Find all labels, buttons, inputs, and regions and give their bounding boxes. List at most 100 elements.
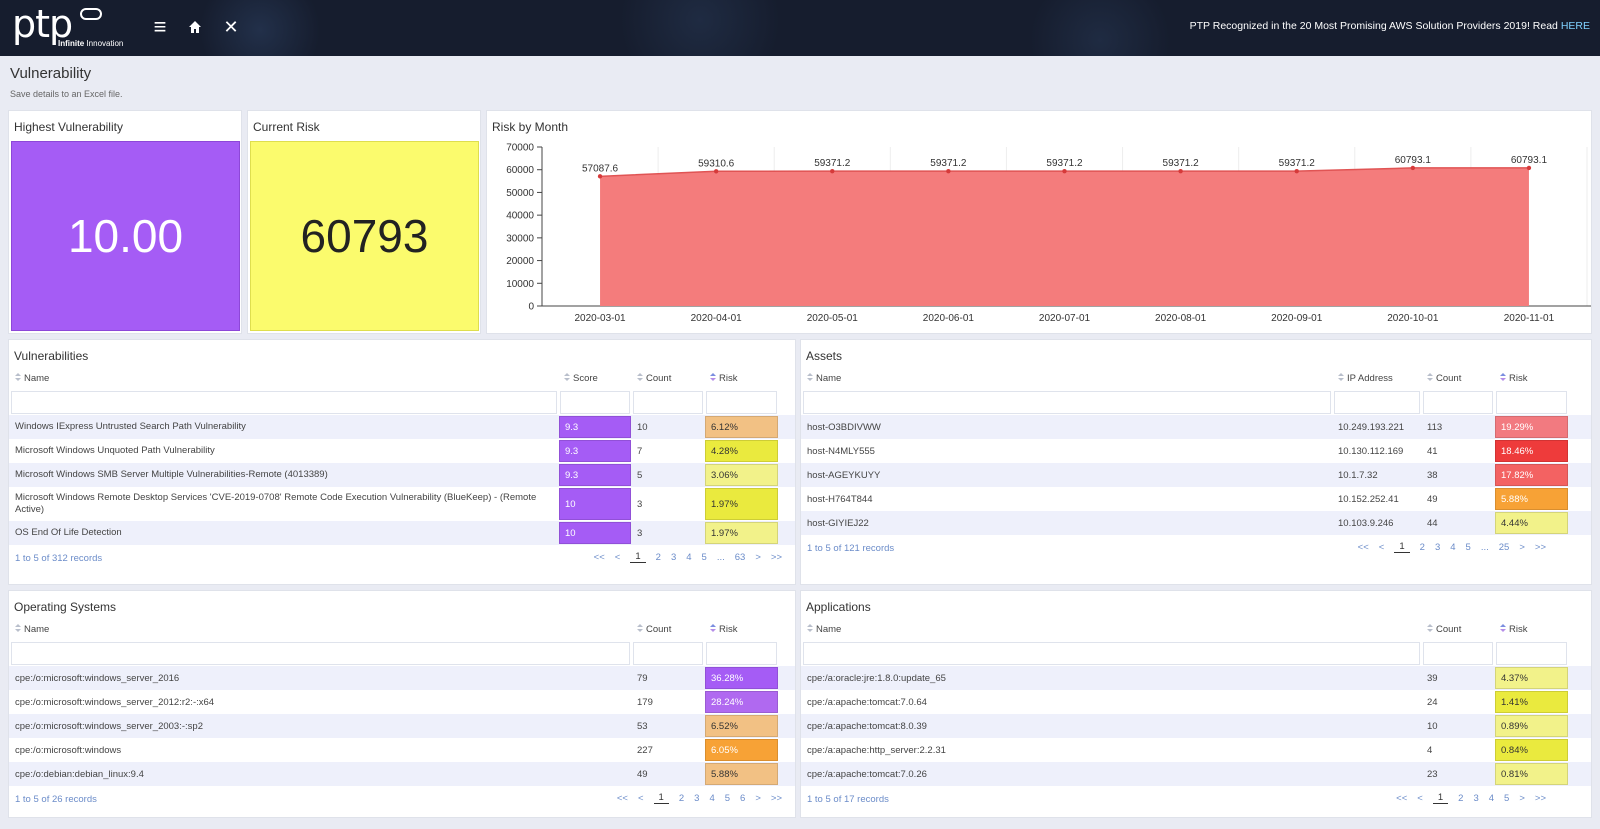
- table-row[interactable]: cpe:/a:apache:tomcat:7.0.64 24 1.41%: [801, 690, 1591, 714]
- cell-name: cpe:/o:debian:debian_linux:9.4: [15, 768, 144, 780]
- column-header-score[interactable]: Score: [564, 373, 598, 384]
- filter-input-count[interactable]: [1423, 391, 1493, 414]
- hamburger-menu-icon[interactable]: ≡: [153, 14, 167, 39]
- column-header-ip-address[interactable]: IP Address: [1338, 373, 1393, 384]
- pagination-item[interactable]: 2: [655, 551, 661, 563]
- pagination-item[interactable]: ...: [716, 551, 725, 563]
- pagination-item[interactable]: >: [755, 792, 761, 804]
- table-row[interactable]: cpe:/o:microsoft:windows_server_2003:-:s…: [9, 714, 795, 738]
- filter-input-risk[interactable]: [706, 391, 777, 414]
- pagination-item[interactable]: >>: [770, 551, 782, 563]
- pagination-item[interactable]: 4: [1450, 541, 1456, 553]
- column-header-count[interactable]: Count: [1427, 624, 1461, 635]
- filter-input-risk[interactable]: [1496, 391, 1567, 414]
- filter-input-score[interactable]: [560, 391, 630, 414]
- pagination-item[interactable]: <<: [1357, 541, 1369, 553]
- table-row[interactable]: host-GIYIEJ22 10.103.9.246 44 4.44%: [801, 511, 1591, 535]
- pagination-item[interactable]: 2: [678, 792, 685, 804]
- table-row[interactable]: host-AGEYKUYY 10.1.7.32 38 17.82%: [801, 463, 1591, 487]
- table-row[interactable]: cpe:/a:apache:tomcat:8.0.39 10 0.89%: [801, 714, 1591, 738]
- column-header-risk[interactable]: Risk: [710, 373, 737, 384]
- filter-input-count[interactable]: [1423, 642, 1493, 665]
- filter-input-name[interactable]: [11, 642, 630, 665]
- filter-input-count[interactable]: [633, 642, 703, 665]
- column-header-count[interactable]: Count: [637, 624, 671, 635]
- pagination-item[interactable]: <: [614, 551, 621, 563]
- pagination-item[interactable]: 63: [734, 551, 746, 563]
- pagination-item[interactable]: 1: [653, 792, 669, 804]
- filter-input-risk[interactable]: [706, 642, 777, 665]
- pagination-item[interactable]: >>: [1534, 541, 1546, 553]
- pagination-item[interactable]: <<: [616, 792, 628, 804]
- table-row[interactable]: cpe:/a:oracle:jre:1.8.0:update_65 39 4.37%: [801, 666, 1591, 690]
- column-header-name[interactable]: Name: [807, 624, 841, 635]
- pagination-item[interactable]: >: [1519, 792, 1525, 804]
- pagination-item[interactable]: ...: [1480, 541, 1489, 553]
- column-header-count[interactable]: Count: [637, 373, 671, 384]
- pagination-item[interactable]: 4: [709, 792, 715, 804]
- pagination-item[interactable]: <: [1417, 792, 1423, 804]
- pagination-item[interactable]: 1: [1432, 792, 1449, 804]
- column-header-label: Count: [1436, 624, 1462, 635]
- pagination-item[interactable]: >: [755, 551, 761, 563]
- close-icon[interactable]: ✕: [223, 17, 239, 37]
- column-header-risk[interactable]: Risk: [1500, 624, 1527, 635]
- pagination-item[interactable]: 3: [1473, 792, 1479, 804]
- column-header-name[interactable]: Name: [807, 373, 841, 384]
- filter-input-risk[interactable]: [1496, 642, 1567, 665]
- ptp-logo[interactable]: ptp Infinite Innovation: [12, 4, 128, 50]
- table-row[interactable]: Microsoft Windows Unquoted Path Vulnerab…: [9, 439, 795, 463]
- pagination-item[interactable]: <<: [1396, 792, 1408, 804]
- table-row[interactable]: host-H764T844 10.152.252.41 49 5.88%: [801, 487, 1591, 511]
- table-row[interactable]: cpe:/o:microsoft:windows 227 6.05%: [9, 738, 795, 762]
- column-header-risk[interactable]: Risk: [710, 624, 737, 635]
- pagination-item[interactable]: >>: [770, 792, 782, 804]
- table-row[interactable]: host-O3BDIVWW 10.249.193.221 113 19.29%: [801, 415, 1591, 439]
- pagination-item[interactable]: 3: [670, 551, 677, 563]
- table-row[interactable]: cpe:/a:apache:http_server:2.2.31 4 0.84%: [801, 738, 1591, 762]
- table-row[interactable]: Microsoft Windows SMB Server Multiple Vu…: [9, 463, 795, 487]
- announcement-link[interactable]: HERE: [1560, 20, 1590, 32]
- pagination-item[interactable]: 2: [1419, 541, 1425, 553]
- pagination-item[interactable]: 4: [1488, 792, 1495, 804]
- column-header-count[interactable]: Count: [1427, 373, 1461, 384]
- table-row[interactable]: cpe:/o:debian:debian_linux:9.4 49 5.88%: [9, 762, 795, 786]
- table-row[interactable]: cpe:/o:microsoft:windows_server_2016 79 36…: [9, 666, 795, 690]
- filter-input-ip-address[interactable]: [1334, 391, 1420, 414]
- table-row[interactable]: cpe:/o:microsoft:windows_server_2012:r2:…: [9, 690, 795, 714]
- filter-input-count[interactable]: [633, 391, 703, 414]
- column-header-risk[interactable]: Risk: [1500, 373, 1527, 384]
- pagination-item[interactable]: <: [637, 792, 644, 804]
- table-row[interactable]: cpe:/a:apache:tomcat:7.0.26 23 0.81%: [801, 762, 1591, 786]
- pagination-item[interactable]: >: [1519, 541, 1525, 553]
- table-row[interactable]: Microsoft Windows Remote Desktop Service…: [9, 487, 795, 521]
- column-header-name[interactable]: Name: [15, 373, 49, 384]
- filter-input-name[interactable]: [11, 391, 557, 414]
- pagination-item[interactable]: 3: [694, 792, 700, 804]
- pagination-item[interactable]: 5: [1504, 792, 1510, 804]
- pagination-item[interactable]: 5: [724, 792, 731, 804]
- y-tick-label: 10000: [506, 279, 534, 290]
- table-row[interactable]: OS End Of Life Detection 10 3 1.97%: [9, 521, 795, 545]
- pagination-item[interactable]: <: [1378, 541, 1385, 553]
- filter-input-name[interactable]: [803, 391, 1331, 414]
- pagination-item[interactable]: 3: [1434, 541, 1441, 553]
- column-header-name[interactable]: Name: [15, 624, 49, 635]
- cell-risk: 36.28%: [705, 667, 778, 689]
- table-row[interactable]: host-N4MLY555 10.130.112.169 41 18.46%: [801, 439, 1591, 463]
- pagination-item[interactable]: 1: [630, 551, 646, 563]
- table-row[interactable]: Windows IExpress Untrusted Search Path V…: [9, 415, 795, 439]
- pagination-item[interactable]: 5: [1465, 541, 1471, 553]
- export-excel-link[interactable]: Save details to an Excel file.: [10, 89, 123, 99]
- pagination-item[interactable]: 25: [1498, 541, 1510, 553]
- pagination-item[interactable]: >>: [1534, 792, 1546, 804]
- pagination-item[interactable]: 5: [701, 551, 707, 563]
- pagination-item[interactable]: 6: [740, 792, 746, 804]
- pagination-item[interactable]: <<: [593, 551, 605, 563]
- pagination-item[interactable]: 4: [686, 551, 692, 563]
- pagination-item[interactable]: 1: [1394, 541, 1410, 553]
- cell-ip-address: 10.152.252.41: [1338, 493, 1399, 505]
- pagination-item[interactable]: 2: [1458, 792, 1464, 804]
- filter-input-name[interactable]: [803, 642, 1420, 665]
- home-icon[interactable]: [182, 14, 208, 40]
